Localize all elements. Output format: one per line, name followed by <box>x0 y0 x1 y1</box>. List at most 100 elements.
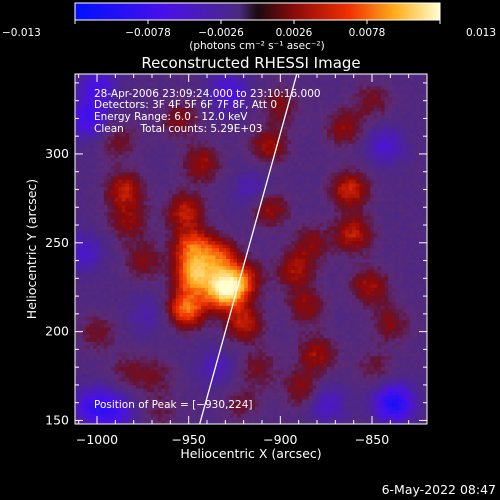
heatmap-cell <box>283 301 288 306</box>
heatmap-cell <box>161 409 166 414</box>
heatmap-cell <box>219 395 224 400</box>
heatmap-cell <box>316 287 321 292</box>
heatmap-cell <box>244 247 249 252</box>
heatmap-cell <box>298 323 303 328</box>
heatmap-cell <box>75 359 80 364</box>
heatmap-cell <box>298 384 303 389</box>
heatmap-cell <box>391 348 396 353</box>
heatmap-cell <box>168 280 173 285</box>
heatmap-cell <box>89 344 94 349</box>
heatmap-cell <box>409 366 414 371</box>
heatmap-cell <box>179 316 184 321</box>
heatmap-cell <box>319 280 324 285</box>
heatmap-cell <box>352 294 357 299</box>
heatmap-cell <box>150 395 155 400</box>
heatmap-cell <box>370 312 375 317</box>
heatmap-cell <box>409 334 414 339</box>
heatmap-cell <box>424 272 427 277</box>
heatmap-cell <box>129 380 134 385</box>
heatmap-cell <box>75 290 80 295</box>
heatmap-cell <box>132 359 137 364</box>
heatmap-cell <box>186 280 191 285</box>
heatmap-cell <box>103 409 108 414</box>
heatmap-cell <box>111 348 116 353</box>
heatmap-cell <box>114 330 119 335</box>
heatmap-cell <box>269 326 274 331</box>
heatmap-cell <box>118 316 123 321</box>
heatmap-cell <box>316 359 321 364</box>
heatmap-cell <box>262 319 267 324</box>
heatmap-cell <box>283 409 288 414</box>
heatmap-cell <box>420 373 425 378</box>
heatmap-cell <box>179 352 184 357</box>
heatmap-cell <box>190 240 195 245</box>
heatmap-cell <box>161 344 166 349</box>
heatmap-cell <box>229 287 234 292</box>
heatmap-cell <box>82 409 87 414</box>
heatmap-cell <box>132 416 137 421</box>
heatmap-cell <box>226 247 231 252</box>
heatmap-cell <box>402 384 407 389</box>
heatmap-cell <box>381 373 386 378</box>
heatmap-cell <box>75 251 80 256</box>
heatmap-cell <box>388 344 393 349</box>
heatmap-cell <box>118 308 123 313</box>
heatmap-cell <box>89 366 94 371</box>
heatmap-cell <box>75 312 80 317</box>
heatmap-cell <box>150 348 155 353</box>
heatmap-cell <box>352 409 357 414</box>
heatmap-cell <box>201 341 206 346</box>
heatmap-cell <box>132 337 137 342</box>
heatmap-cell <box>215 247 220 252</box>
heatmap-cell <box>381 409 386 414</box>
heatmap-cell <box>255 319 260 324</box>
heatmap-cell <box>280 283 285 288</box>
heatmap-cell <box>211 413 216 418</box>
heatmap-cell <box>388 373 393 378</box>
heatmap-cell <box>316 380 321 385</box>
heatmap-cell <box>391 244 396 249</box>
heatmap-cell <box>154 251 159 256</box>
heatmap-cell <box>121 244 126 249</box>
heatmap-cell <box>276 391 281 396</box>
heatmap-cell <box>366 362 371 367</box>
heatmap-cell <box>229 283 234 288</box>
heatmap-cell <box>355 262 360 267</box>
heatmap-cell <box>334 316 339 321</box>
heatmap-cell <box>237 402 242 407</box>
heatmap-cell <box>244 395 249 400</box>
heatmap-cell <box>323 265 328 270</box>
heatmap-cell <box>305 265 310 270</box>
heatmap-cell <box>327 352 332 357</box>
heatmap-cell <box>352 391 357 396</box>
heatmap-cell <box>111 395 116 400</box>
heatmap-cell <box>327 330 332 335</box>
heatmap-cell <box>111 402 116 407</box>
heatmap-cell <box>193 406 198 411</box>
heatmap-cell <box>413 373 418 378</box>
heatmap-cell <box>208 355 213 360</box>
heatmap-cell <box>319 380 324 385</box>
heatmap-cell <box>237 377 242 382</box>
heatmap-cell <box>168 294 173 299</box>
heatmap-cell <box>377 402 382 407</box>
heatmap-cell <box>244 319 249 324</box>
heatmap-cell <box>143 265 148 270</box>
heatmap-cell <box>366 398 371 403</box>
heatmap-cell <box>129 416 134 421</box>
heatmap-cell <box>373 370 378 375</box>
heatmap-cell <box>93 269 98 274</box>
heatmap-cell <box>276 287 281 292</box>
heatmap-cell <box>75 254 80 259</box>
heatmap-cell <box>305 406 310 411</box>
heatmap-cell <box>186 359 191 364</box>
heatmap-cell <box>100 287 105 292</box>
heatmap-cell <box>107 352 112 357</box>
heatmap-cell <box>366 294 371 299</box>
heatmap-cell <box>327 388 332 393</box>
heatmap-cell <box>348 420 353 424</box>
heatmap-cell <box>233 359 238 364</box>
heatmap-cell <box>255 290 260 295</box>
heatmap-cell <box>154 402 159 407</box>
heatmap-cell <box>175 334 180 339</box>
